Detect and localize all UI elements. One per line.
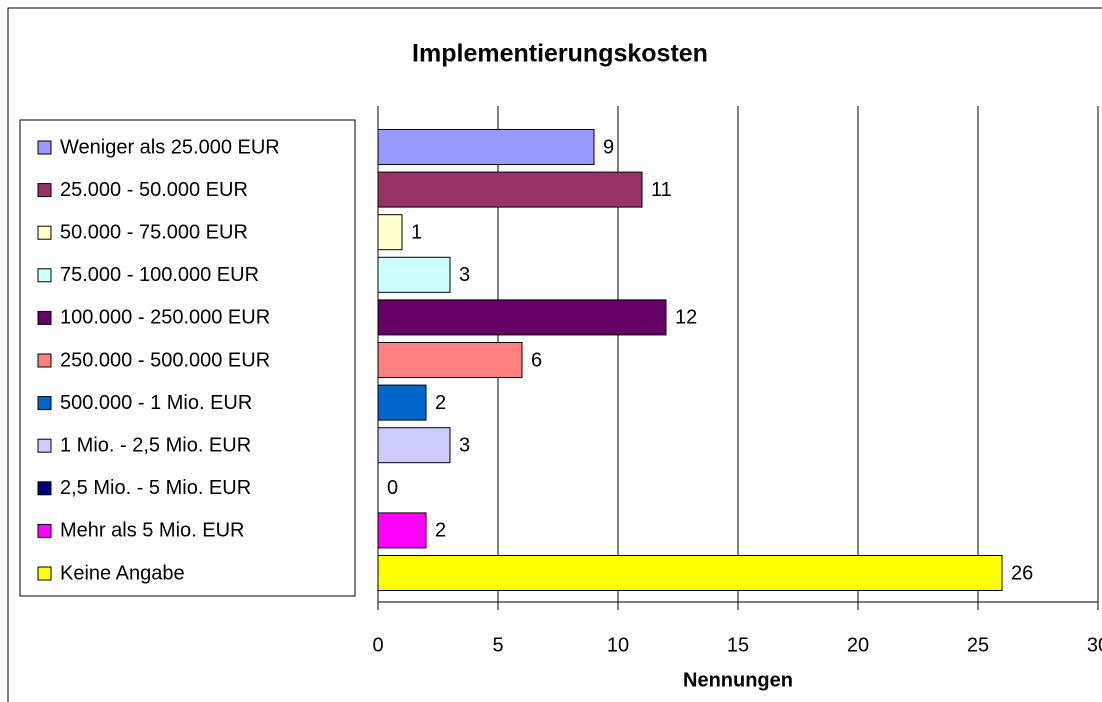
x-tick-label: 30 [1087, 634, 1102, 656]
legend-swatch [37, 183, 52, 198]
legend-label: 1 Mio. - 2,5 Mio. EUR [60, 434, 251, 456]
legend-swatch [37, 566, 52, 581]
data-label: 3 [459, 434, 470, 456]
bar [377, 342, 523, 378]
legend-label: Keine Angabe [60, 562, 185, 584]
legend-swatch [37, 481, 52, 496]
data-label: 0 [387, 477, 398, 499]
data-label: 26 [1011, 562, 1033, 584]
legend-swatch [37, 225, 52, 240]
legend-label: 100.000 - 250.000 EUR [60, 307, 270, 329]
bar [377, 171, 643, 208]
legend-swatch [37, 310, 52, 325]
bar [377, 384, 427, 421]
legend-box [19, 119, 356, 597]
data-label: 9 [603, 136, 614, 158]
legend-label: Weniger als 25.000 EUR [60, 136, 280, 158]
x-tick-label: 25 [967, 634, 989, 656]
bar [377, 427, 451, 464]
bar [377, 129, 595, 165]
x-tick-label: 10 [607, 634, 629, 656]
legend-label: 500.000 - 1 Mio. EUR [60, 392, 252, 414]
x-tick-label: 5 [492, 634, 503, 656]
bar [377, 555, 1003, 591]
legend-label: 25.000 - 50.000 EUR [60, 179, 248, 201]
legend-swatch [37, 396, 52, 411]
legend-swatch [37, 438, 52, 453]
x-axis-title: Nennungen [683, 669, 793, 691]
chart-frame [7, 7, 1102, 702]
chart-title: Implementierungskosten [412, 40, 708, 68]
legend-swatch [37, 523, 52, 538]
legend-swatch [37, 353, 52, 368]
legend-swatch [37, 140, 52, 155]
legend-swatch [37, 268, 52, 283]
data-label: 1 [411, 221, 422, 243]
data-label: 6 [531, 349, 542, 371]
bar [377, 299, 667, 336]
data-label: 2 [435, 392, 446, 414]
legend-label: 250.000 - 500.000 EUR [60, 349, 270, 371]
x-tick-label: 0 [372, 634, 383, 656]
data-label: 2 [435, 520, 446, 542]
legend-label: 75.000 - 100.000 EUR [60, 264, 259, 286]
data-label: 12 [675, 307, 697, 329]
data-label: 11 [651, 179, 672, 201]
legend-label: Mehr als 5 Mio. EUR [60, 520, 245, 542]
bar [377, 256, 451, 293]
legend-label: 2,5 Mio. - 5 Mio. EUR [60, 477, 251, 499]
bar [377, 214, 403, 251]
x-tick-label: 20 [847, 634, 869, 656]
legend-label: 50.000 - 75.000 EUR [60, 221, 248, 243]
data-label: 3 [459, 264, 470, 286]
bar [377, 512, 427, 549]
x-tick-label: 15 [727, 634, 749, 656]
